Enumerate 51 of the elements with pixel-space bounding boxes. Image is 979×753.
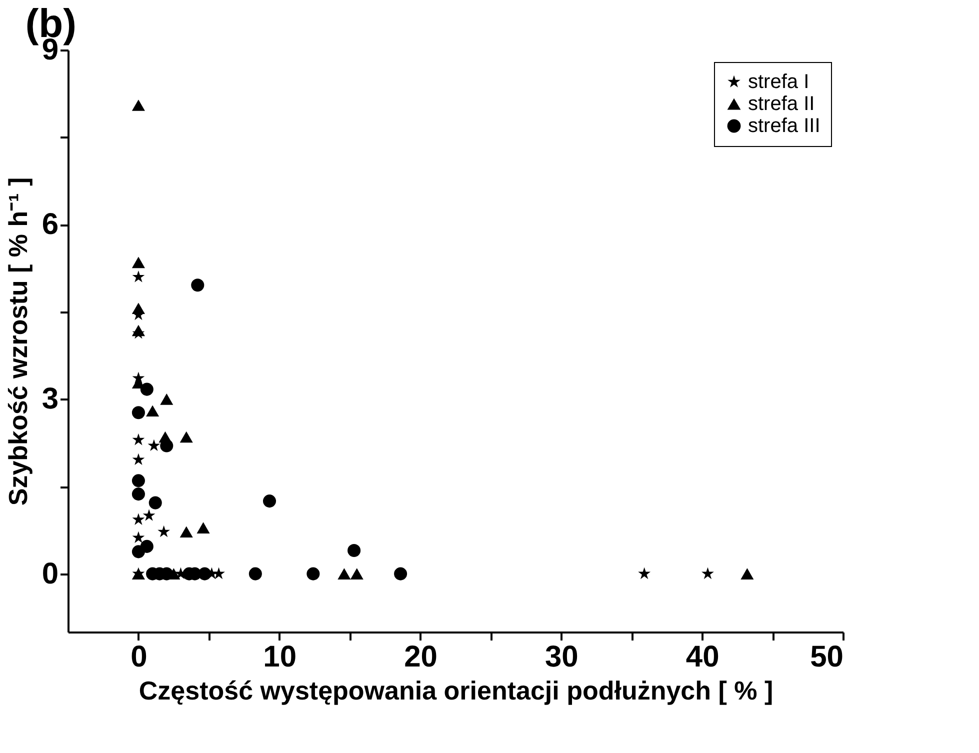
point: [158, 525, 170, 538]
point: [212, 567, 225, 580]
point: [740, 568, 754, 580]
point: [160, 439, 174, 452]
legend-label: strefa I: [748, 71, 810, 93]
point: [394, 567, 408, 580]
x-axis-title: Częstość występowania orientacji podłużnych [ % ]: [138, 676, 774, 706]
point: [132, 270, 145, 282]
point: [306, 567, 320, 580]
point: [180, 431, 193, 443]
x-tick-label: 40: [686, 640, 720, 674]
point: [338, 568, 351, 580]
y-tick-label: 0: [42, 557, 58, 590]
y-axis-title: Szybkość wzrostu [ % h⁻¹ ]: [2, 177, 33, 506]
point: [702, 567, 714, 580]
point: [132, 302, 145, 314]
x-tick-label: 20: [404, 640, 438, 674]
point: [132, 433, 145, 446]
point: [262, 494, 276, 508]
point: [140, 382, 154, 396]
point: [132, 453, 145, 465]
point: [148, 496, 162, 510]
point: [148, 439, 160, 452]
point: [638, 567, 651, 580]
legend-label: strefa II: [748, 93, 815, 115]
x-tick-label: 10: [263, 640, 297, 674]
x-tick-label: 30: [544, 640, 578, 674]
y-tick-label: 3: [42, 382, 58, 416]
point: [142, 509, 156, 521]
legend-label: strefa III: [748, 115, 820, 137]
point: [160, 394, 174, 405]
point: [140, 540, 154, 553]
point: [191, 278, 204, 292]
point: [146, 405, 160, 416]
point: [132, 513, 145, 525]
point: [132, 406, 145, 420]
y-tick-label: 6: [42, 208, 58, 242]
point: [132, 488, 145, 501]
point: [132, 531, 145, 543]
point: [132, 324, 145, 336]
point: [132, 256, 145, 268]
point: [248, 567, 262, 580]
point: [348, 544, 361, 558]
point: [132, 474, 145, 488]
point: [132, 100, 145, 111]
x-tick-label: 50: [810, 640, 844, 674]
point: [180, 526, 193, 538]
point: [198, 567, 212, 580]
x-tick-label: 0: [130, 640, 148, 674]
point: [196, 522, 210, 534]
point: [350, 568, 364, 580]
